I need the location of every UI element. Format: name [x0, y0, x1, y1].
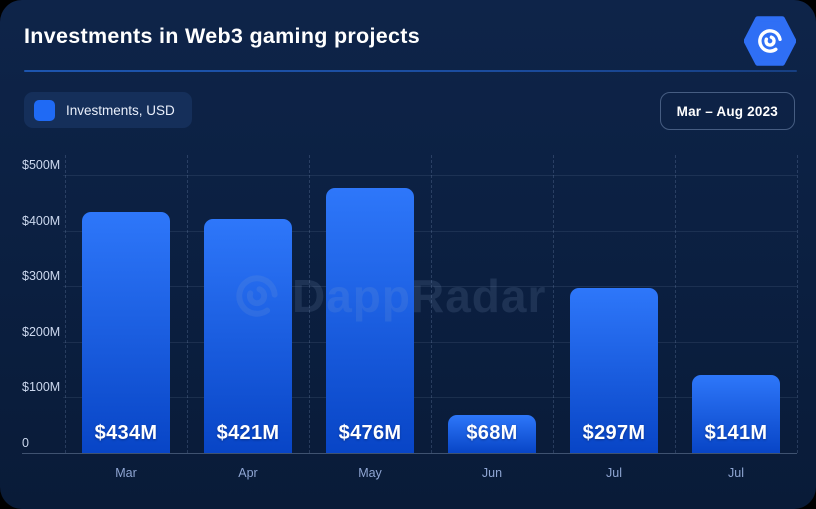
- dappradar-logo-icon: [744, 16, 796, 66]
- y-axis-tick: $200M: [22, 324, 61, 339]
- bar-value-label: $141M: [704, 421, 768, 444]
- y-axis-tick: $500M: [22, 158, 61, 172]
- y-axis-tick: $300M: [22, 269, 61, 284]
- y-gridline: [22, 453, 797, 454]
- legend-label: Investments, USD: [66, 102, 175, 118]
- x-axis-tick: Apr: [238, 466, 258, 480]
- x-axis-tick: Jul: [606, 466, 622, 480]
- bar-value-label: $68M: [466, 421, 518, 444]
- bar-mar-0[interactable]: $434M: [82, 211, 170, 453]
- y-axis-tick: $400M: [22, 213, 61, 228]
- y-axis-tick: $100M: [22, 380, 61, 395]
- y-gridline: [63, 230, 797, 232]
- x-axis-tick: Jul: [728, 466, 744, 480]
- bar-value-label: $476M: [338, 421, 402, 444]
- legend-swatch: [34, 99, 55, 121]
- bar-jul-5[interactable]: $141M: [692, 374, 780, 453]
- legend-investments[interactable]: Investments, USD: [24, 92, 192, 128]
- bar-value-label: $297M: [582, 421, 646, 444]
- column-separator: [675, 155, 676, 453]
- column-separator: [553, 155, 554, 453]
- column-separator: [797, 155, 798, 453]
- y-gridline: [63, 397, 797, 399]
- period-label: Mar – Aug 2023: [676, 103, 778, 119]
- bar-value-label: $434M: [94, 421, 158, 444]
- x-axis-tick: May: [358, 466, 382, 480]
- page-title: Investments in Web3 gaming projects: [24, 24, 420, 48]
- y-gridline: [63, 341, 797, 343]
- x-axis-tick: Mar: [115, 466, 137, 480]
- period-filter[interactable]: Mar – Aug 2023: [659, 92, 795, 130]
- bar-value-label: $421M: [216, 421, 280, 444]
- bar-apr-1[interactable]: $421M: [204, 218, 292, 453]
- bar-may-2[interactable]: $476M: [326, 188, 414, 453]
- column-separator: [65, 155, 66, 453]
- y-axis-tick: 0: [22, 436, 29, 450]
- x-axis-tick: Jun: [481, 466, 503, 480]
- bar-jun-3[interactable]: $68M: [448, 415, 536, 453]
- bar-jul-4[interactable]: $297M: [570, 287, 658, 453]
- y-gridline: [63, 175, 797, 176]
- header-divider: [24, 70, 797, 72]
- column-separator: [309, 155, 310, 453]
- column-separator: [431, 155, 432, 453]
- column-separator: [187, 155, 188, 453]
- y-gridline: [63, 286, 797, 288]
